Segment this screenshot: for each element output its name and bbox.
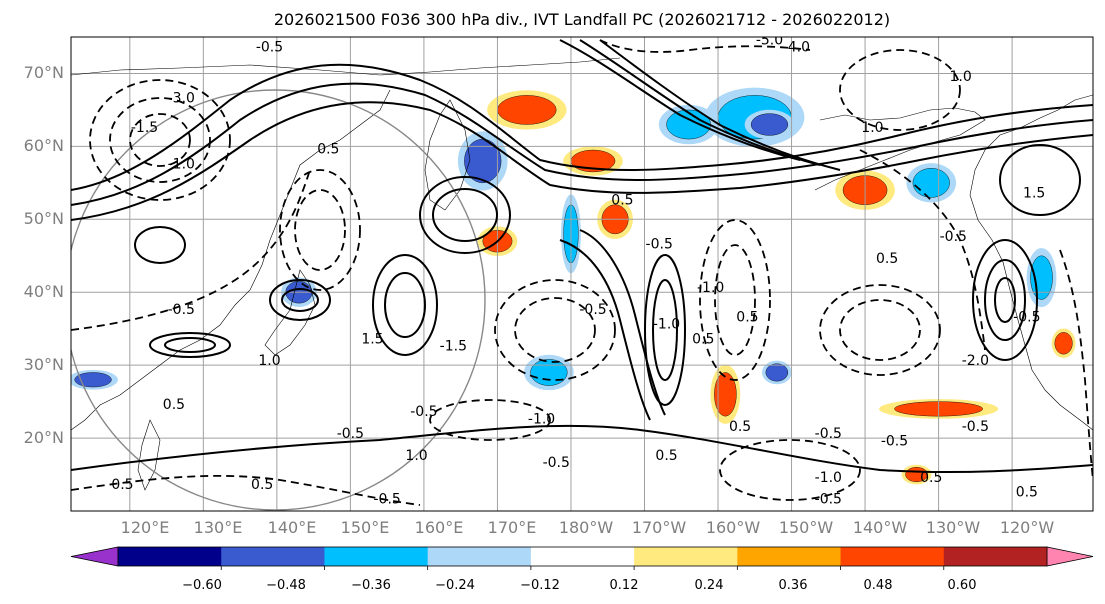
contour-label: -0.5 (815, 426, 842, 442)
okhotsk-red (497, 95, 556, 124)
westpac-blue (531, 359, 568, 385)
contour-label: 0.5 (163, 397, 185, 413)
colorbar-segment (531, 547, 635, 566)
latitude-axis: 70°N 60°N 50°N 40°N 30°N 20°N (24, 63, 64, 447)
colorbar-segment (221, 547, 325, 566)
colorbar-tick-label: −0.12 (520, 578, 560, 593)
contour-label: 1.0 (950, 69, 972, 85)
contour-label: 0.5 (736, 309, 758, 325)
colorbar-tick-label: 0.24 (695, 578, 724, 593)
contour-label: 0.5 (876, 251, 898, 267)
colorbar-segment (324, 547, 428, 566)
contour-label: 1.5 (361, 331, 383, 347)
colorbar-segment (428, 547, 532, 566)
lon-tick-150e: 150°E (341, 518, 390, 537)
chart: 2026021500 F036 300 hPa div., IVT Landfa… (0, 0, 1105, 604)
lat-tick-30: 30°N (24, 355, 64, 374)
contour-label: -1.0 (697, 280, 724, 296)
contour-label: -0.5 (168, 302, 195, 318)
contour-label: -5.0 (756, 32, 783, 48)
colorbar-segment (737, 547, 841, 566)
lon-tick-150w: 150°W (779, 518, 834, 537)
lat-tick-50: 50°N (24, 209, 64, 228)
colorbar-ticks: −0.60 −0.48 −0.36 −0.24 −0.12 0.12 0.24 … (182, 578, 976, 593)
colorbar-extend-min (71, 547, 118, 566)
lat-tick-40: 40°N (24, 282, 64, 301)
colorbar-tick-label: 0.12 (610, 578, 639, 593)
contour-label: 1.0 (405, 448, 427, 464)
contour-label: -0.5 (646, 236, 673, 252)
contour-label: -1.0 (815, 470, 842, 486)
contour-label: -1.0 (168, 156, 195, 172)
colorbar-tick-label: 0.36 (779, 578, 808, 593)
arctic-blue-core (751, 114, 788, 136)
contour-label: 0.5 (729, 419, 751, 435)
colorbar (71, 547, 1093, 570)
contour-label: -0.5 (410, 404, 437, 420)
contour-label: 0.5 (692, 331, 714, 347)
contour-label: -1.0 (653, 317, 680, 333)
contour-label: -0.5 (337, 426, 364, 442)
lat-tick-70: 70°N (24, 63, 64, 82)
lon-tick-120e: 120°E (121, 518, 170, 537)
contour-label: 0.5 (1016, 484, 1038, 500)
gulf-alaska-blue (913, 168, 950, 197)
map-background (71, 37, 1093, 511)
lat-tick-60: 60°N (24, 136, 64, 155)
contour-label: -1.5 (131, 120, 158, 136)
contour-label: -0.5 (1013, 309, 1040, 325)
lat-tick-20: 20°N (24, 428, 64, 447)
contour-label: -2.0 (962, 353, 989, 369)
colorbar-tick-label: 0.60 (948, 578, 977, 593)
contour-label: -1.0 (528, 411, 555, 427)
contour-label: 1.0 (258, 353, 280, 369)
colorbar-extend-max (1047, 547, 1093, 566)
contour-label: -0.5 (256, 40, 283, 56)
longitude-axis: 120°E 130°E 140°E 150°E 160°E 170°E 180°… (121, 518, 1055, 537)
contour-label: 0.5 (611, 193, 633, 209)
east-pac-red (1055, 332, 1073, 354)
colorbar-tick-label: 0.48 (864, 578, 893, 593)
contour-label: 0.5 (111, 477, 133, 493)
contour-label: -0.5 (881, 433, 908, 449)
colorbar-segment (944, 547, 1048, 566)
colorbar-segment (118, 547, 222, 566)
lon-tick-120w: 120°W (1000, 518, 1055, 537)
colorbar-tick-label: −0.36 (351, 578, 391, 593)
lon-tick-160e: 160°E (415, 518, 464, 537)
lon-tick-140w: 140°W (853, 518, 908, 537)
colorbar-segment (634, 547, 738, 566)
lon-tick-160w: 160°W (706, 518, 761, 537)
contour-label: 0.5 (251, 477, 273, 493)
contour-label: 0.5 (655, 448, 677, 464)
contour-label: -0.5 (962, 419, 989, 435)
contour-label: 4.0 (788, 40, 810, 56)
contour-label: -0.5 (373, 492, 400, 508)
lon-tick-140e: 140°E (268, 518, 317, 537)
contour-label: 1.0 (861, 120, 883, 136)
lon-tick-180w: 180°W (559, 518, 614, 537)
colorbar-tick-label: −0.60 (182, 578, 222, 593)
contour-label: -3.0 (168, 91, 195, 107)
central-blue (766, 364, 788, 382)
lon-tick-130w: 130°W (926, 518, 981, 537)
contour-label: -0.5 (940, 229, 967, 245)
map-panel: -0.5 -5.0 4.0 1.0 -3.0 -1.5 -1.0 -0.5 0.5 -0.5 0.5… (65, 32, 1093, 511)
colorbar-tick-label: −0.48 (266, 578, 306, 593)
colorbar-tick-label: −0.24 (435, 578, 475, 593)
contour-label: -0.5 (543, 455, 570, 471)
contour-label: -0.5 (579, 302, 606, 318)
contour-label: 0.5 (920, 470, 942, 486)
colorbar-segment (841, 547, 945, 566)
contour-label: -1.5 (440, 339, 467, 355)
contour-label: 0.5 (317, 142, 339, 158)
chart-title: 2026021500 F036 300 hPa div., IVT Landfa… (274, 10, 890, 29)
lon-tick-170e: 170°E (488, 518, 537, 537)
lon-tick-170w: 170°W (632, 518, 687, 537)
contour-label: -0.5 (815, 492, 842, 508)
contour-label: 1.5 (1023, 185, 1045, 201)
lon-tick-130e: 130°E (194, 518, 243, 537)
